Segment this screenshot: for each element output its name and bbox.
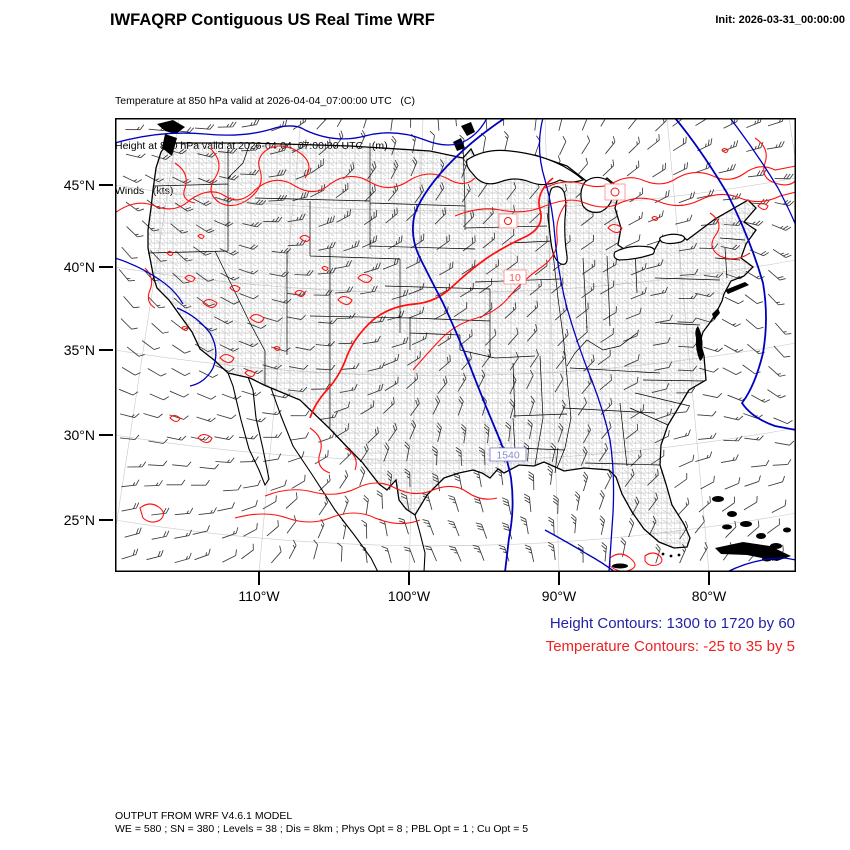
contour-labels: 10 1540 [489, 183, 626, 462]
temperature-field-line: Temperature at 850 hPa valid at 2026-04-… [115, 95, 416, 107]
model-version-line: OUTPUT FROM WRF V4.6.1 MODEL [115, 810, 293, 822]
model-config-line: WE = 580 ; SN = 380 ; Levels = 38 ; Dis … [115, 823, 529, 835]
state-borders [147, 142, 746, 474]
temperature-legend-line: Temperature Contours: -25 to 35 by 5 [545, 638, 795, 655]
height-legend-line: Height Contours: 1300 to 1720 by 60 [549, 615, 795, 632]
weather-map: 10 1540 [108, 106, 850, 573]
lon-tick [258, 572, 260, 585]
lon-label-80w: 80°W [691, 588, 727, 604]
lon-label-90w: 90°W [541, 588, 577, 604]
lon-tick [708, 572, 710, 585]
temp-contour-label: 10 [509, 272, 521, 284]
county-lines [148, 143, 756, 548]
lat-tick [99, 434, 113, 436]
lat-tick [99, 349, 113, 351]
lat-label-25n: 25°N [63, 512, 95, 528]
height-contour-label: 1540 [496, 450, 520, 462]
lat-label-45n: 45°N [63, 177, 95, 193]
height-contours [114, 117, 797, 573]
lon-tick [558, 572, 560, 585]
lat-tick [99, 184, 113, 186]
temperature-contours [114, 137, 797, 572]
coastlines [147, 120, 791, 573]
lat-label-40n: 40°N [63, 259, 95, 275]
lon-label-100w: 100°W [387, 588, 431, 604]
lat-tick [99, 519, 113, 521]
init-timestamp: Init: 2026-03-31_00:00:00 [715, 14, 845, 26]
map-frame [115, 118, 796, 572]
contour-legend: Height Contours: 1300 to 1720 by 60 Temp… [546, 612, 795, 658]
lat-label-35n: 35°N [63, 342, 95, 358]
lat-tick [99, 266, 113, 268]
model-info: OUTPUT FROM WRF V4.6.1 MODEL WE = 580 ; … [115, 810, 528, 836]
lon-label-110w: 110°W [238, 588, 280, 604]
map-canvas: 10 1540 [108, 106, 850, 573]
lat-label-30n: 30°N [63, 427, 95, 443]
page-title: IWFAQRP Contiguous US Real Time WRF [110, 11, 435, 29]
lon-tick [408, 572, 410, 585]
